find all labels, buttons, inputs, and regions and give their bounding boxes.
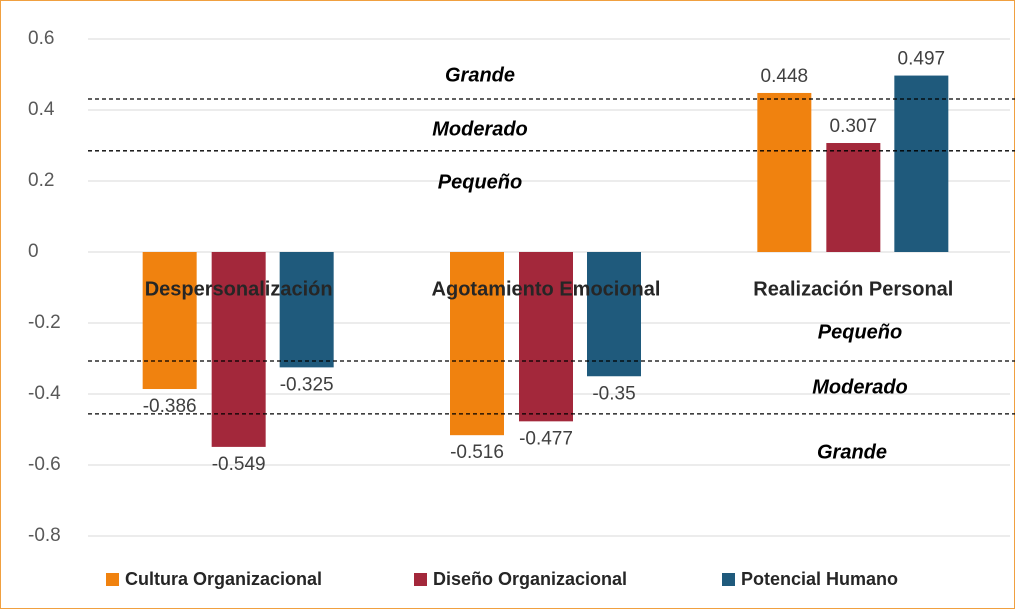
value-label: -0.325 — [280, 374, 334, 395]
legend-label: Potencial Humano — [741, 569, 898, 589]
bar — [450, 252, 504, 436]
value-label: -0.549 — [212, 454, 266, 475]
annotation: Grande — [817, 441, 887, 463]
bar — [757, 92, 812, 253]
bar — [279, 252, 334, 368]
y-tick-label: 0.2 — [28, 170, 54, 191]
bar — [826, 143, 881, 252]
bar — [894, 75, 949, 252]
value-label: -0.386 — [143, 396, 197, 417]
annotation: Moderado — [812, 376, 908, 398]
legend-label: Cultura Organizacional — [125, 569, 322, 589]
category-label: Agotamiento Emocional — [432, 278, 661, 300]
y-tick-label: -0.6 — [28, 454, 61, 475]
bar — [142, 252, 197, 390]
value-label: -0.35 — [592, 383, 635, 404]
bar — [519, 252, 573, 422]
value-label: 0.448 — [761, 66, 809, 87]
y-tick-label: 0.6 — [28, 28, 54, 49]
y-tick-label: 0 — [28, 241, 39, 262]
category-label: Despersonalización — [145, 278, 333, 300]
value-label: -0.477 — [519, 428, 573, 449]
y-tick-label: 0.4 — [28, 99, 55, 120]
y-tick-label: -0.2 — [28, 312, 61, 333]
value-label: 0.497 — [898, 49, 946, 70]
legend-swatch — [106, 573, 119, 586]
bar — [587, 252, 641, 377]
value-label: -0.516 — [450, 442, 504, 463]
annotation: Grande — [445, 64, 515, 86]
y-tick-label: -0.8 — [28, 525, 61, 546]
legend-label: Diseño Organizacional — [433, 569, 627, 589]
value-label: 0.307 — [830, 116, 878, 137]
legend-swatch — [414, 573, 427, 586]
legend-swatch — [722, 573, 735, 586]
annotation: Pequeño — [438, 171, 522, 193]
y-tick-label: -0.4 — [28, 383, 61, 404]
category-label: Realización Personal — [753, 278, 953, 300]
annotation: Pequeño — [818, 321, 902, 343]
annotation: Moderado — [432, 118, 528, 140]
